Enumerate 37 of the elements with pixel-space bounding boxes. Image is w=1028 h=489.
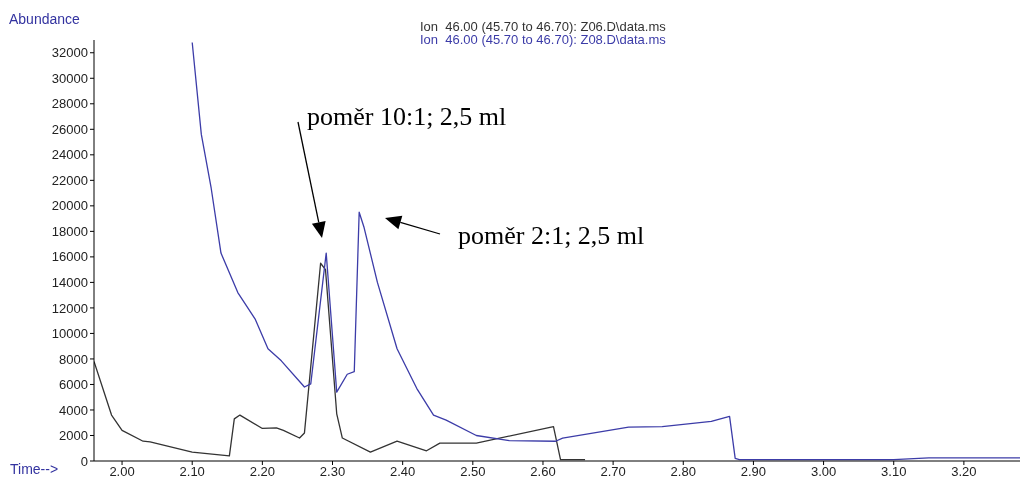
annotation: poměr 10:1; 2,5 ml xyxy=(307,102,507,131)
y-tick-label: 18000 xyxy=(51,223,88,239)
x-tick-label: 3.00 xyxy=(810,464,837,480)
y-tick-label: 12000 xyxy=(51,300,88,316)
x-tick-label: 2.20 xyxy=(249,464,276,480)
x-tick-label: 3.20 xyxy=(951,464,977,480)
y-tick-label: 0 xyxy=(80,453,88,469)
x-tick-label: 2.00 xyxy=(109,464,135,480)
y-tick-label: 2000 xyxy=(59,428,88,444)
text: Ion 46.00 (45.70 to 46.70): Z06.D\data.ms xyxy=(420,19,666,34)
y-tick-label: 6000 xyxy=(59,377,88,393)
y-tick-label: 26000 xyxy=(51,121,88,137)
y-tick-label: 30000 xyxy=(51,70,88,86)
y-tick-label: 8000 xyxy=(59,351,88,367)
y-axis-title: Abundance xyxy=(9,11,80,27)
x-tick-label: 2.60 xyxy=(530,464,556,480)
x-axis-title: Time--> xyxy=(10,461,59,477)
x-tick-label: 2.70 xyxy=(600,464,626,480)
x-tick-label: 2.90 xyxy=(740,464,767,480)
x-tick-label: 3.10 xyxy=(881,464,907,480)
y-tick-label: 32000 xyxy=(51,45,88,61)
y-tick-label: 10000 xyxy=(51,326,88,342)
y-tick-label: 22000 xyxy=(51,172,88,188)
x-tick-label: 2.10 xyxy=(179,464,205,480)
y-tick-label: 28000 xyxy=(51,96,88,112)
line-series xyxy=(94,262,586,461)
text: Ion 46.00 (45.70 to 46.70): Z08.D\data.ms xyxy=(420,32,666,47)
y-tick-label: 4000 xyxy=(59,402,88,418)
y-tick-label: 20000 xyxy=(51,198,88,214)
x-tick-label: 2.80 xyxy=(670,464,696,480)
y-tick-label: 24000 xyxy=(51,147,88,163)
x-tick-label: 2.50 xyxy=(460,464,486,480)
annotation: poměr 2:1; 2,5 ml xyxy=(458,221,645,250)
y-tick-label: 14000 xyxy=(51,275,88,291)
x-tick-label: 2.30 xyxy=(319,464,346,480)
x-tick-label: 2.40 xyxy=(390,464,416,480)
y-tick-label: 16000 xyxy=(51,249,88,265)
